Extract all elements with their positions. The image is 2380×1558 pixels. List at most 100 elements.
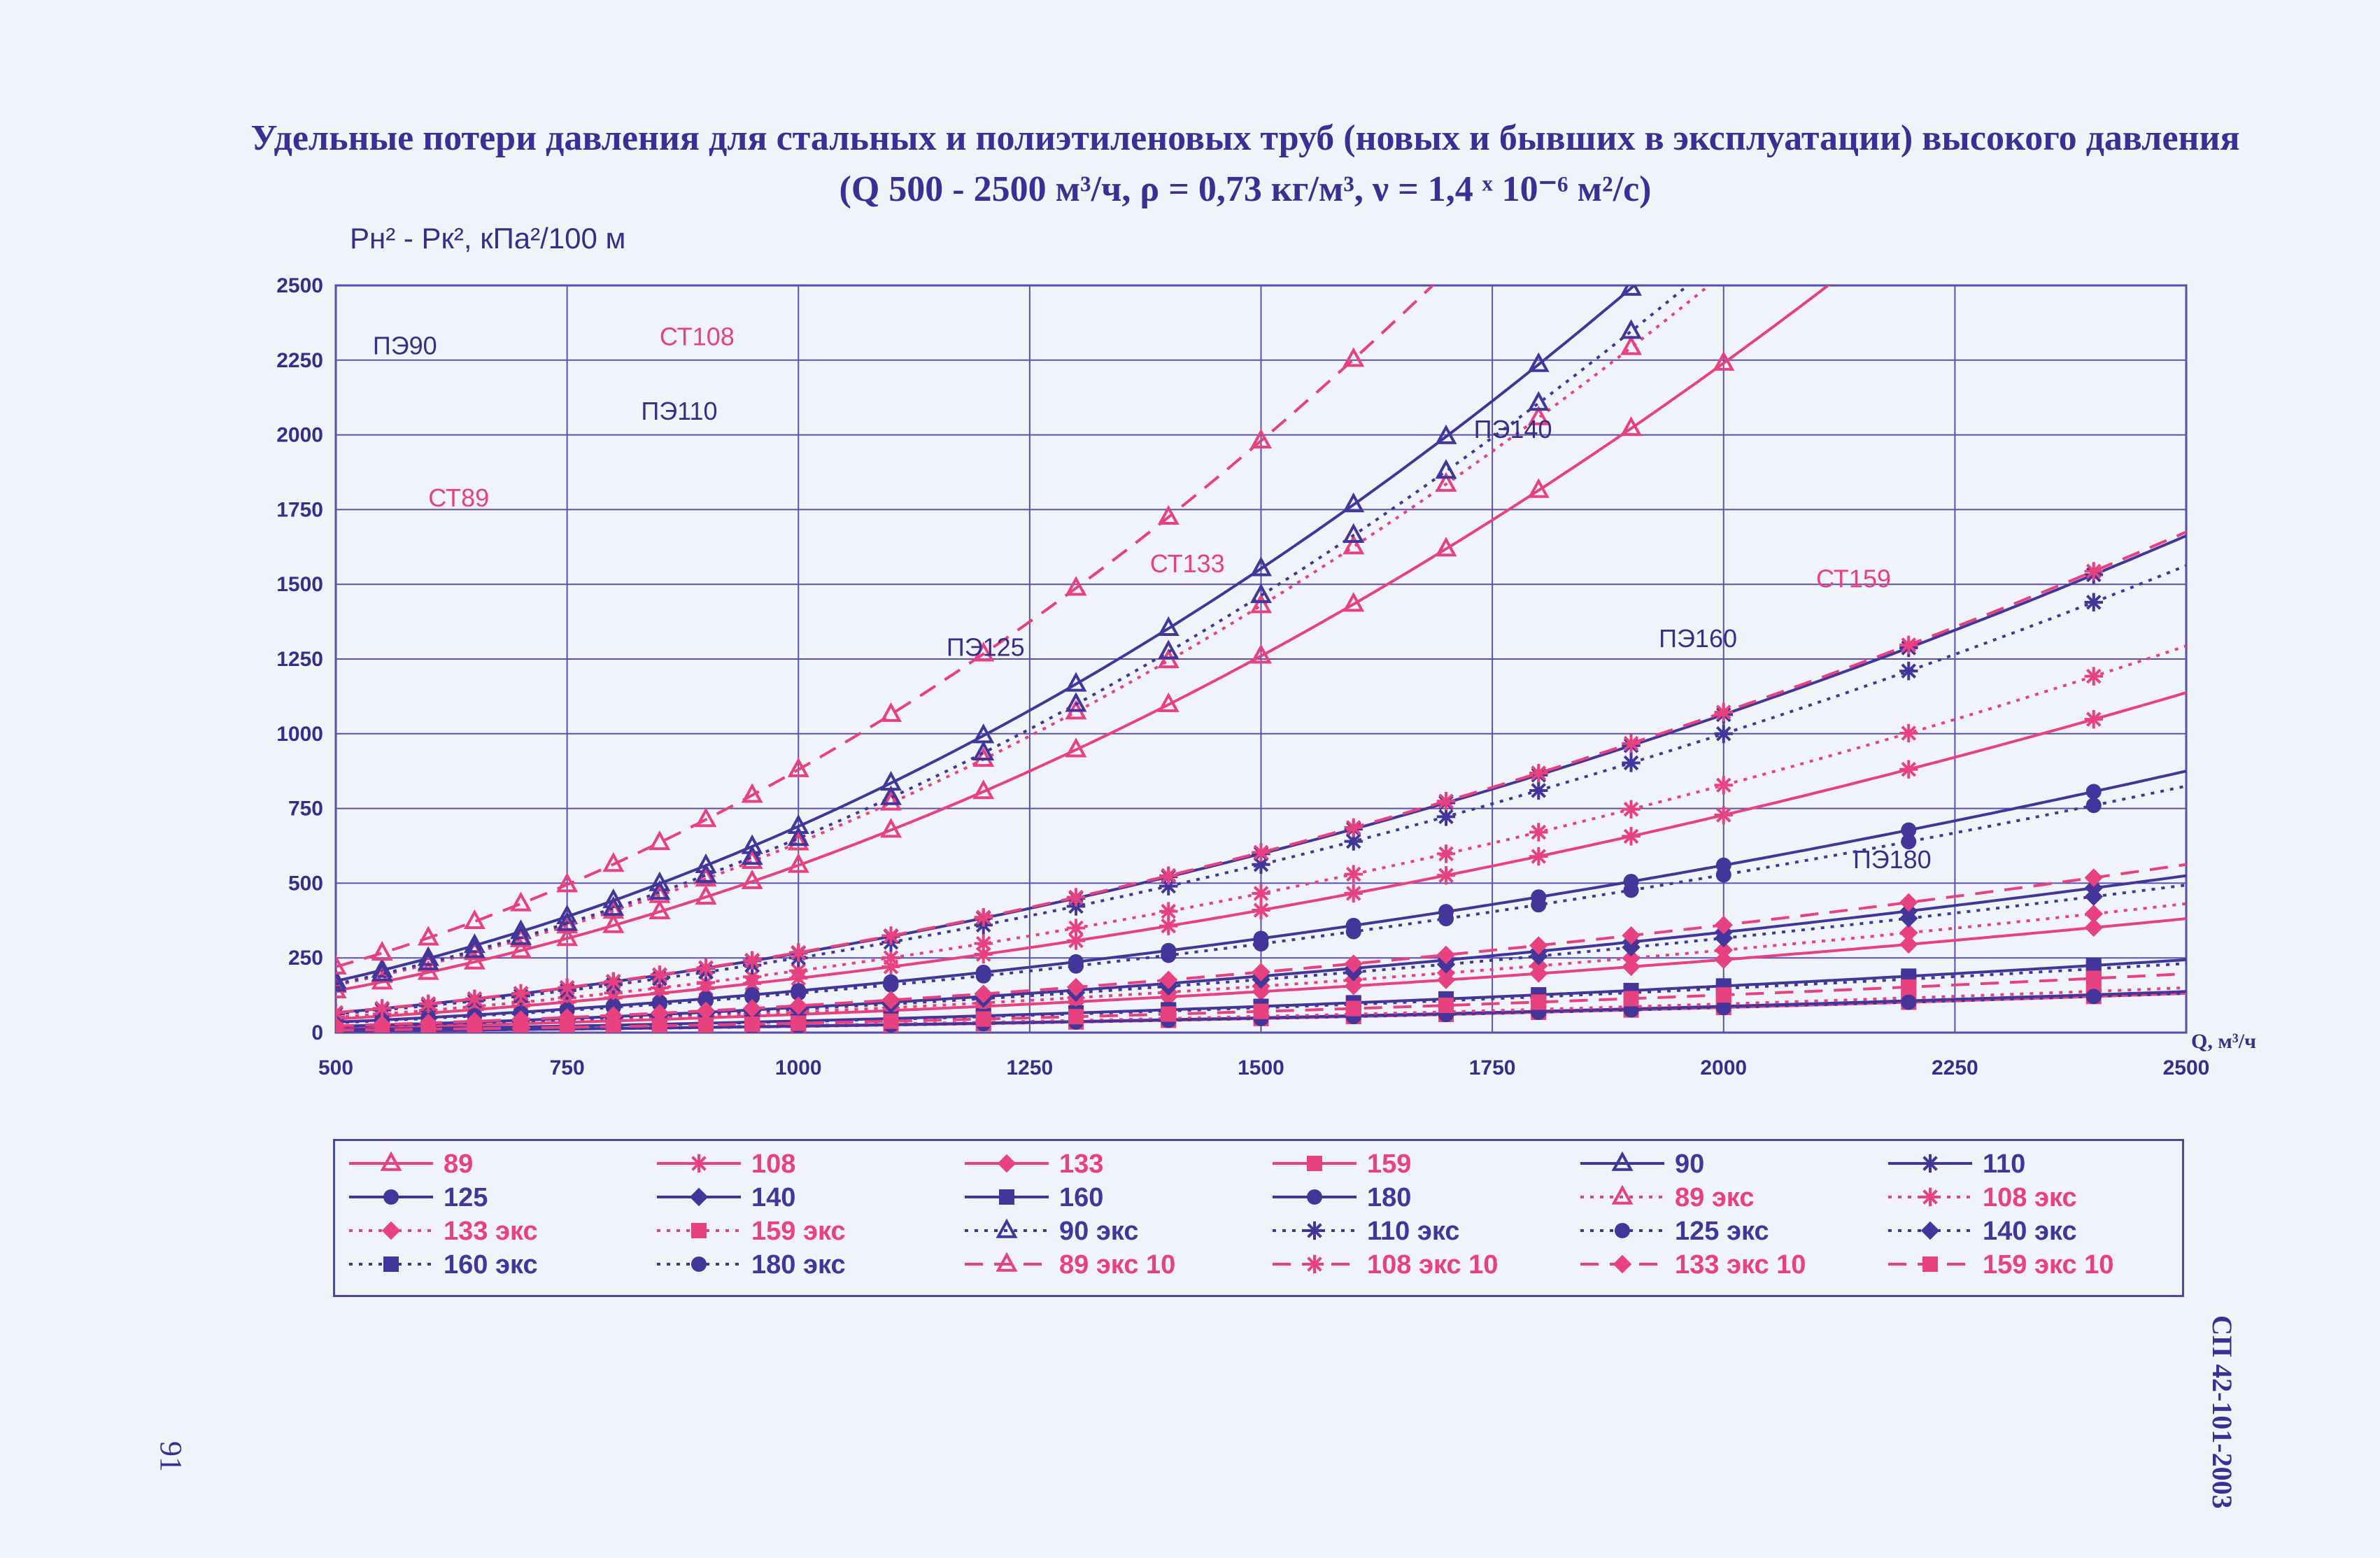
- legend-marker: [689, 1187, 709, 1207]
- data-point: [1435, 537, 1457, 557]
- data-point: [695, 807, 717, 828]
- curve-label: ПЭ110: [641, 397, 717, 425]
- legend-marker: [1920, 1221, 1940, 1240]
- data-point: [2084, 887, 2103, 906]
- data-point: [880, 791, 902, 811]
- series-line: [336, 285, 1637, 983]
- data-point: [336, 1022, 343, 1033]
- data-point: [605, 1019, 621, 1033]
- legend-entry-125-экс: 125 экс: [1580, 1217, 1769, 1246]
- data-point: [649, 883, 671, 903]
- data-point: [1250, 556, 1272, 576]
- data-point: [1620, 285, 1642, 296]
- data-point: [372, 999, 392, 1018]
- series-90: [336, 285, 1642, 989]
- data-point: [649, 871, 671, 891]
- y-tick-label: 1750: [276, 498, 323, 521]
- data-point: [695, 866, 717, 887]
- chart-title-line1: Удельные потери давления для стальных и …: [250, 118, 2240, 158]
- curve-label: СТ133: [1150, 549, 1225, 578]
- data-point: [1715, 867, 1731, 883]
- curve-label: СТ108: [660, 322, 735, 350]
- data-point: [649, 830, 671, 851]
- legend-label: 110 экс: [1367, 1217, 1460, 1246]
- data-point: [881, 991, 900, 1010]
- curve-label: ПЭ125: [947, 633, 1025, 662]
- legend-marker: [1613, 1254, 1632, 1274]
- data-point: [1157, 639, 1180, 660]
- series-159-экс-10: [336, 970, 2186, 1033]
- legend-marker: [691, 1256, 707, 1272]
- data-point: [336, 972, 347, 992]
- data-point: [1622, 800, 1641, 819]
- data-point: [651, 1018, 667, 1033]
- data-point: [741, 845, 763, 865]
- data-point: [1529, 823, 1548, 842]
- data-point: [1252, 900, 1270, 920]
- data-point: [2084, 905, 2103, 923]
- legend-entry-108: 108: [657, 1149, 795, 1179]
- data-point: [789, 996, 808, 1015]
- legend-marker: [1611, 1151, 1634, 1171]
- data-point: [1529, 847, 1548, 866]
- data-point: [1623, 991, 1639, 1007]
- legend-entries: 89 108 133 159 90 110 125 140 160 180 89 экс 108 эк…: [349, 1149, 2113, 1280]
- data-point: [1714, 940, 1733, 960]
- data-point: [650, 965, 670, 984]
- data-point: [1436, 791, 1456, 811]
- x-tick-label: 2000: [1700, 1056, 1747, 1079]
- curve-label: ПЭ160: [1659, 624, 1737, 653]
- data-point: [510, 925, 532, 945]
- data-point: [741, 849, 763, 869]
- data-point: [374, 1021, 390, 1033]
- data-point: [974, 907, 993, 927]
- curve-label: ПЭ90: [373, 331, 437, 360]
- legend-marker: [1307, 1189, 1322, 1205]
- legend-label: 108 экс 10: [1367, 1250, 1498, 1280]
- data-point: [787, 826, 809, 847]
- data-point: [696, 1001, 716, 1021]
- data-point: [602, 852, 625, 872]
- data-point: [2085, 970, 2102, 986]
- curve-label: ПЭ180: [1853, 845, 1932, 874]
- legend-entry-140-экс: 140 экс: [1888, 1217, 2077, 1246]
- data-point: [1901, 822, 1917, 838]
- legend-entry-180-экс: 180 экс: [657, 1250, 846, 1280]
- legend-label: 159 экс: [751, 1217, 846, 1246]
- data-point: [1714, 928, 1733, 948]
- legend-label: 160: [1059, 1183, 1103, 1212]
- data-point: [880, 818, 902, 838]
- data-point: [744, 1016, 760, 1032]
- legend-label: 180: [1367, 1183, 1411, 1212]
- data-point: [1436, 866, 1456, 885]
- data-point: [1715, 1000, 1731, 1016]
- data-point: [1899, 661, 1918, 681]
- data-point: [1343, 534, 1365, 555]
- data-point: [883, 1013, 899, 1029]
- data-point: [1529, 763, 1548, 783]
- data-point: [1253, 936, 1269, 952]
- data-point: [880, 702, 902, 722]
- legend-entry-140: 140: [657, 1183, 795, 1212]
- legend-marker: [691, 1223, 707, 1238]
- data-point: [787, 757, 809, 777]
- legend-label: 140 экс: [1983, 1217, 2077, 1246]
- data-point: [2085, 989, 2102, 1005]
- series-layer: [336, 285, 2186, 1033]
- data-point: [1250, 644, 1272, 664]
- data-point: [880, 785, 902, 805]
- data-point: [1899, 893, 1918, 912]
- data-point: [511, 984, 530, 1003]
- data-point: [789, 961, 808, 980]
- data-point: [513, 1020, 529, 1033]
- y-tick-label: 1000: [276, 723, 323, 746]
- data-point: [1435, 424, 1457, 444]
- data-point: [1620, 319, 1642, 339]
- data-point: [2085, 784, 2102, 800]
- data-point: [2084, 667, 2103, 686]
- data-point: [1344, 865, 1363, 884]
- data-point: [787, 853, 809, 873]
- data-point: [972, 740, 995, 760]
- data-point: [417, 926, 439, 946]
- data-point: [2084, 593, 2103, 612]
